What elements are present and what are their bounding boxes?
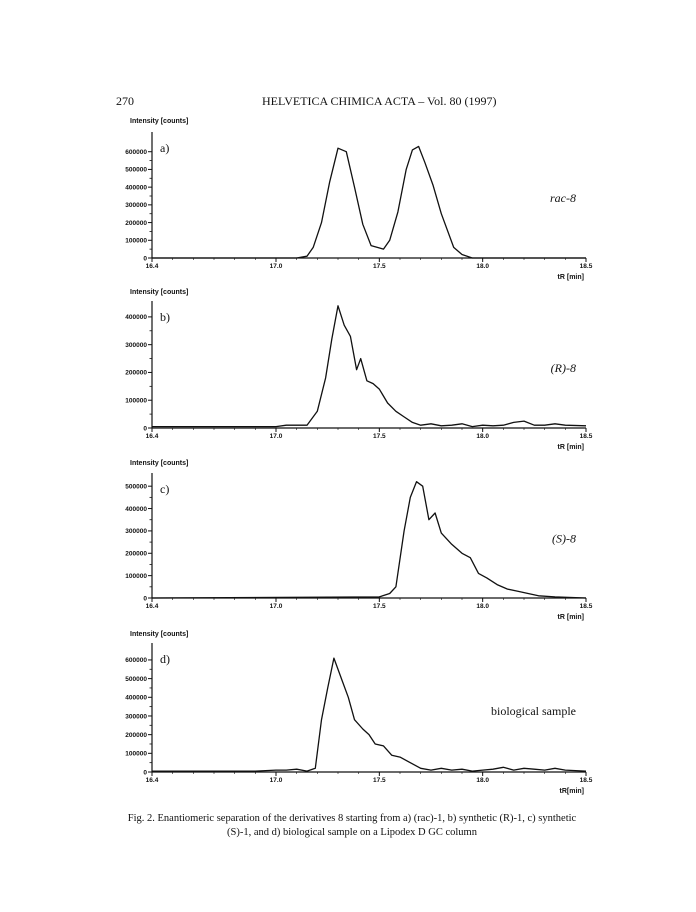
y-tick-label: 300000 (125, 202, 147, 209)
y-tick-label: 200000 (125, 551, 147, 558)
panel-label: b) (160, 310, 170, 324)
x-tick-label: 18.0 (476, 777, 489, 784)
y-axis-label: Intensity [counts] (130, 289, 188, 296)
x-tick-label: 17.0 (270, 433, 283, 440)
x-tick-label: 17.0 (270, 777, 283, 784)
x-tick-label: 18.5 (580, 263, 593, 270)
x-tick-label: 17.5 (373, 603, 386, 610)
page-number: 270 (116, 94, 134, 108)
x-axis-label: tR[min] (560, 788, 585, 795)
y-tick-label: 0 (143, 595, 147, 602)
series-label: (S)-8 (552, 532, 576, 546)
y-tick-label: 500000 (125, 483, 147, 490)
panel-label: d) (160, 652, 170, 666)
y-tick-label: 500000 (125, 676, 147, 683)
chromatogram-trace (152, 305, 587, 428)
panel-label: a) (160, 141, 169, 155)
panel-label: c) (160, 482, 169, 496)
series-label: (R)-8 (551, 361, 576, 375)
y-tick-label: 500000 (125, 167, 147, 174)
x-axis-label: tR [min] (558, 614, 584, 621)
x-tick-label: 17.0 (270, 263, 283, 270)
y-tick-label: 400000 (125, 506, 147, 513)
y-tick-label: 200000 (125, 220, 147, 227)
x-tick-label: 16.4 (146, 263, 159, 270)
chromatogram-trace (152, 145, 586, 259)
y-tick-label: 100000 (125, 398, 147, 405)
y-tick-label: 100000 (125, 238, 147, 245)
y-tick-label: 200000 (125, 370, 147, 377)
x-tick-label: 18.0 (476, 433, 489, 440)
y-axis-label: Intensity [counts] (130, 118, 188, 125)
chart-panel-b: Intensity [counts] 0 100000 200000 300000 400… (125, 289, 592, 451)
x-tick-label: 17.5 (373, 263, 386, 270)
y-tick-label: 200000 (125, 732, 147, 739)
series-label: biological sample (491, 704, 576, 718)
y-tick-label: 600000 (125, 149, 147, 156)
chart-panel-c: Intensity [counts] 0 100000 200000 300000 400… (125, 460, 592, 621)
x-tick-label: 16.4 (146, 433, 159, 440)
x-tick-label: 17.5 (373, 777, 386, 784)
chromatogram-trace (152, 657, 587, 772)
x-tick-label: 18.5 (580, 433, 593, 440)
series-label: rac-8 (550, 191, 576, 205)
x-tick-label: 17.0 (270, 603, 283, 610)
y-tick-label: 100000 (125, 751, 147, 758)
x-axis-label: tR [min] (558, 444, 584, 451)
y-tick-label: 600000 (125, 657, 147, 664)
y-tick-label: 0 (143, 255, 147, 262)
y-tick-label: 400000 (125, 314, 147, 321)
figure-caption-line-2: (S)-1, and d) biological sample on a Lip… (227, 827, 477, 838)
chromatogram-trace (151, 481, 587, 599)
journal-header: HELVETICA CHIMICA ACTA – Vol. 80 (1997) (262, 94, 497, 108)
x-tick-label: 18.0 (476, 263, 489, 270)
figure-caption-line-1: Fig. 2. Enantiomeric separation of the d… (127, 813, 577, 824)
y-tick-label: 400000 (125, 184, 147, 191)
x-tick-label: 18.0 (476, 603, 489, 610)
y-tick-label: 400000 (125, 695, 147, 702)
y-tick-label: 300000 (125, 528, 147, 535)
x-tick-label: 16.4 (146, 777, 159, 784)
y-axis-label: Intensity [counts] (130, 631, 188, 638)
y-tick-label: 300000 (125, 713, 147, 720)
y-axis-label: Intensity [counts] (130, 460, 188, 467)
y-tick-label: 0 (143, 425, 147, 432)
chart-panel-d: Intensity [counts] 0 100000 200000 300000 400… (125, 631, 592, 795)
x-tick-label: 17.5 (373, 433, 386, 440)
x-tick-label: 16.4 (146, 603, 159, 610)
chart-panel-a: Intensity [counts] 0 100000 200000 300000 400… (125, 118, 592, 281)
y-tick-label: 100000 (125, 573, 147, 580)
x-tick-label: 18.5 (580, 603, 593, 610)
y-tick-label: 300000 (125, 342, 147, 349)
x-tick-label: 18.5 (580, 777, 593, 784)
y-tick-label: 0 (143, 769, 147, 776)
x-axis-label: tR [min] (558, 274, 584, 281)
